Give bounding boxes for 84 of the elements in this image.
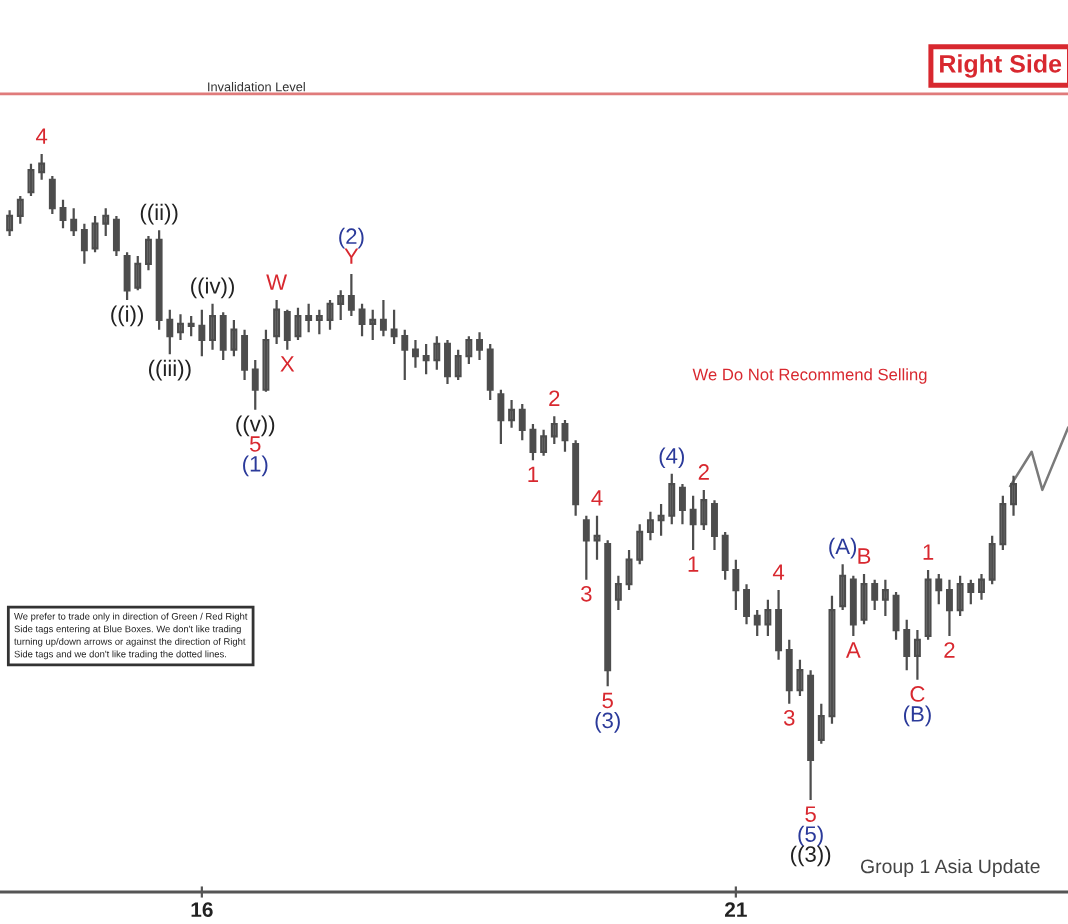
annotation: 5 [249, 436, 261, 452]
annotation: Y [344, 248, 359, 264]
candlestick [743, 583, 750, 626]
text: Group 1 Asia Update [860, 858, 1040, 878]
annotation: ((v)) [236, 415, 275, 437]
candlestick [241, 328, 249, 382]
annotation: ((i)) [111, 305, 143, 327]
candlestick [646, 510, 654, 542]
text: Right Side [940, 54, 1062, 78]
candlestick [273, 298, 281, 345]
annotation: 4 [35, 128, 48, 144]
annotation: ((iv)) [191, 277, 234, 299]
candlestick [486, 342, 494, 402]
annotation: 2 [549, 390, 560, 406]
annotation: ((3)) [791, 845, 831, 867]
candlestick [59, 198, 67, 230]
annotation: 1 [528, 466, 539, 482]
candlestick [476, 331, 483, 362]
annotation: 4 [772, 564, 785, 580]
candlestick [70, 207, 78, 238]
candlestick [48, 174, 56, 216]
annotation: ((iii)) [148, 359, 191, 381]
candlestick [283, 308, 291, 351]
candlestick [881, 578, 889, 617]
annotation: (3) [595, 711, 620, 733]
candlestick [379, 298, 387, 338]
candlestick [945, 578, 953, 638]
annotation: 1 [688, 556, 699, 572]
candlestick [112, 214, 120, 258]
candlestick [305, 302, 313, 334]
annotation: (A) [829, 537, 857, 559]
annotation: 2 [698, 464, 709, 480]
candlestick [978, 572, 985, 601]
annotation: 2 [944, 642, 955, 658]
candlestick [582, 514, 590, 581]
annotation: (1) [243, 455, 268, 477]
candlestick [38, 152, 46, 181]
candlestick [593, 514, 601, 561]
annotation: C [910, 686, 925, 702]
candlestick [315, 308, 323, 336]
candlestick [871, 578, 879, 612]
x-tick-label: 16 [191, 902, 213, 918]
annotation: 4 [591, 490, 603, 506]
candlestick [6, 209, 14, 238]
annotation: 5 [602, 692, 613, 709]
candlestick [817, 702, 825, 745]
candlestick [347, 273, 355, 318]
annotation: (2) [339, 227, 364, 249]
candlestick [540, 428, 548, 457]
candlestick [678, 482, 686, 526]
candlestick [849, 574, 857, 638]
annotation: W [266, 274, 288, 290]
candlestick [337, 289, 345, 322]
candlestick [177, 313, 184, 342]
annotation: We Do Not Recommend Selling [692, 368, 927, 384]
candlestick [839, 563, 847, 612]
annotation: X [280, 356, 295, 372]
annotation: 3 [783, 709, 795, 726]
candlestick [913, 628, 921, 681]
candlestick [775, 588, 783, 661]
annotation: 1 [923, 544, 934, 560]
candlestick [444, 338, 451, 386]
candlestick [550, 415, 558, 446]
annotation: 3 [581, 585, 592, 602]
candlestick [209, 302, 216, 351]
annotation: B [858, 548, 871, 564]
annotation: ((ii)) [140, 203, 178, 225]
candlestick [144, 234, 152, 272]
annotation: (4) [659, 447, 684, 469]
candlestick [807, 669, 815, 802]
candlestick [411, 338, 419, 369]
x-tick-label: 21 [724, 902, 747, 917]
candlestick [16, 194, 24, 225]
candlestick [80, 222, 88, 265]
candlestick [497, 388, 505, 446]
candlestick [614, 574, 622, 612]
candlestick [711, 499, 718, 552]
candlestick [508, 398, 516, 429]
candlestick [1010, 474, 1017, 517]
annotation: (B) [903, 705, 931, 727]
annotation: 5 [805, 806, 816, 822]
candlestick [572, 439, 580, 517]
annotation: (5) [798, 825, 823, 847]
annotation: A [845, 642, 861, 658]
